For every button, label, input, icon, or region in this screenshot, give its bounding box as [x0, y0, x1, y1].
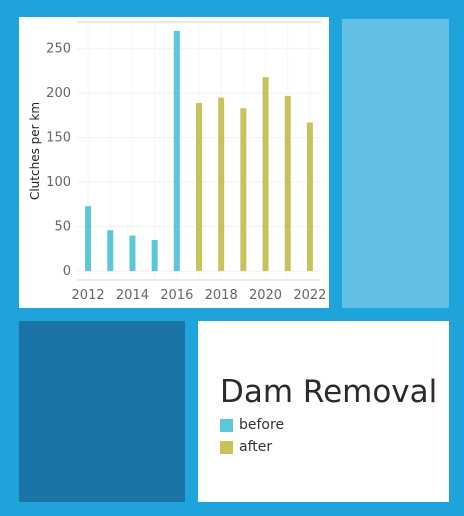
bar-after-2021 — [284, 95, 291, 272]
legend-label-before: before — [239, 417, 285, 433]
y-tick-label-0: 0 — [63, 264, 71, 279]
x-tick-label-2022: 2022 — [293, 288, 326, 303]
bar-before-2014 — [129, 235, 136, 272]
light-blue-tile — [342, 19, 449, 308]
y-tick-label-150: 150 — [46, 131, 71, 146]
bar-chart: 0 50 100 150 200 250 2012 2014 2016 2018 2020 2022 C… — [28, 21, 326, 303]
legend-item-before: before — [220, 416, 284, 434]
bar-before-2016 — [173, 30, 180, 272]
dark-blue-tile — [19, 321, 185, 502]
legend-item-after: after — [220, 438, 272, 456]
bar-after-2020 — [262, 77, 269, 272]
bar-after-2019 — [240, 108, 247, 272]
x-tick-label-2012: 2012 — [72, 288, 105, 303]
x-tick-label-2014: 2014 — [116, 288, 149, 303]
legend-swatch-after — [220, 440, 233, 454]
y-axis-label: Clutches per km — [28, 102, 42, 200]
legend-title: Dam Removal — [220, 374, 438, 410]
bar-after-2018 — [218, 97, 225, 272]
y-tick-label-50: 50 — [54, 220, 71, 235]
legend-panel: Dam Removal before after — [198, 321, 449, 502]
x-tick-label-2016: 2016 — [160, 288, 193, 303]
bar-before-2015 — [151, 239, 158, 272]
bar-chart-panel: 0 50 100 150 200 250 2012 2014 2016 2018 2020 2022 C… — [19, 17, 329, 308]
x-tick-label-2018: 2018 — [205, 288, 238, 303]
bar-after-2022 — [306, 122, 313, 272]
bar-before-2012 — [85, 206, 92, 272]
y-tick-label-100: 100 — [46, 175, 71, 190]
legend-swatch-before — [220, 418, 233, 432]
y-tick-label-200: 200 — [46, 86, 71, 101]
bar-after-2017 — [196, 102, 202, 272]
x-tick-label-2020: 2020 — [249, 288, 282, 303]
y-tick-label-250: 250 — [46, 42, 71, 57]
bar-before-2013 — [107, 230, 114, 272]
legend-label-after: after — [239, 439, 273, 455]
